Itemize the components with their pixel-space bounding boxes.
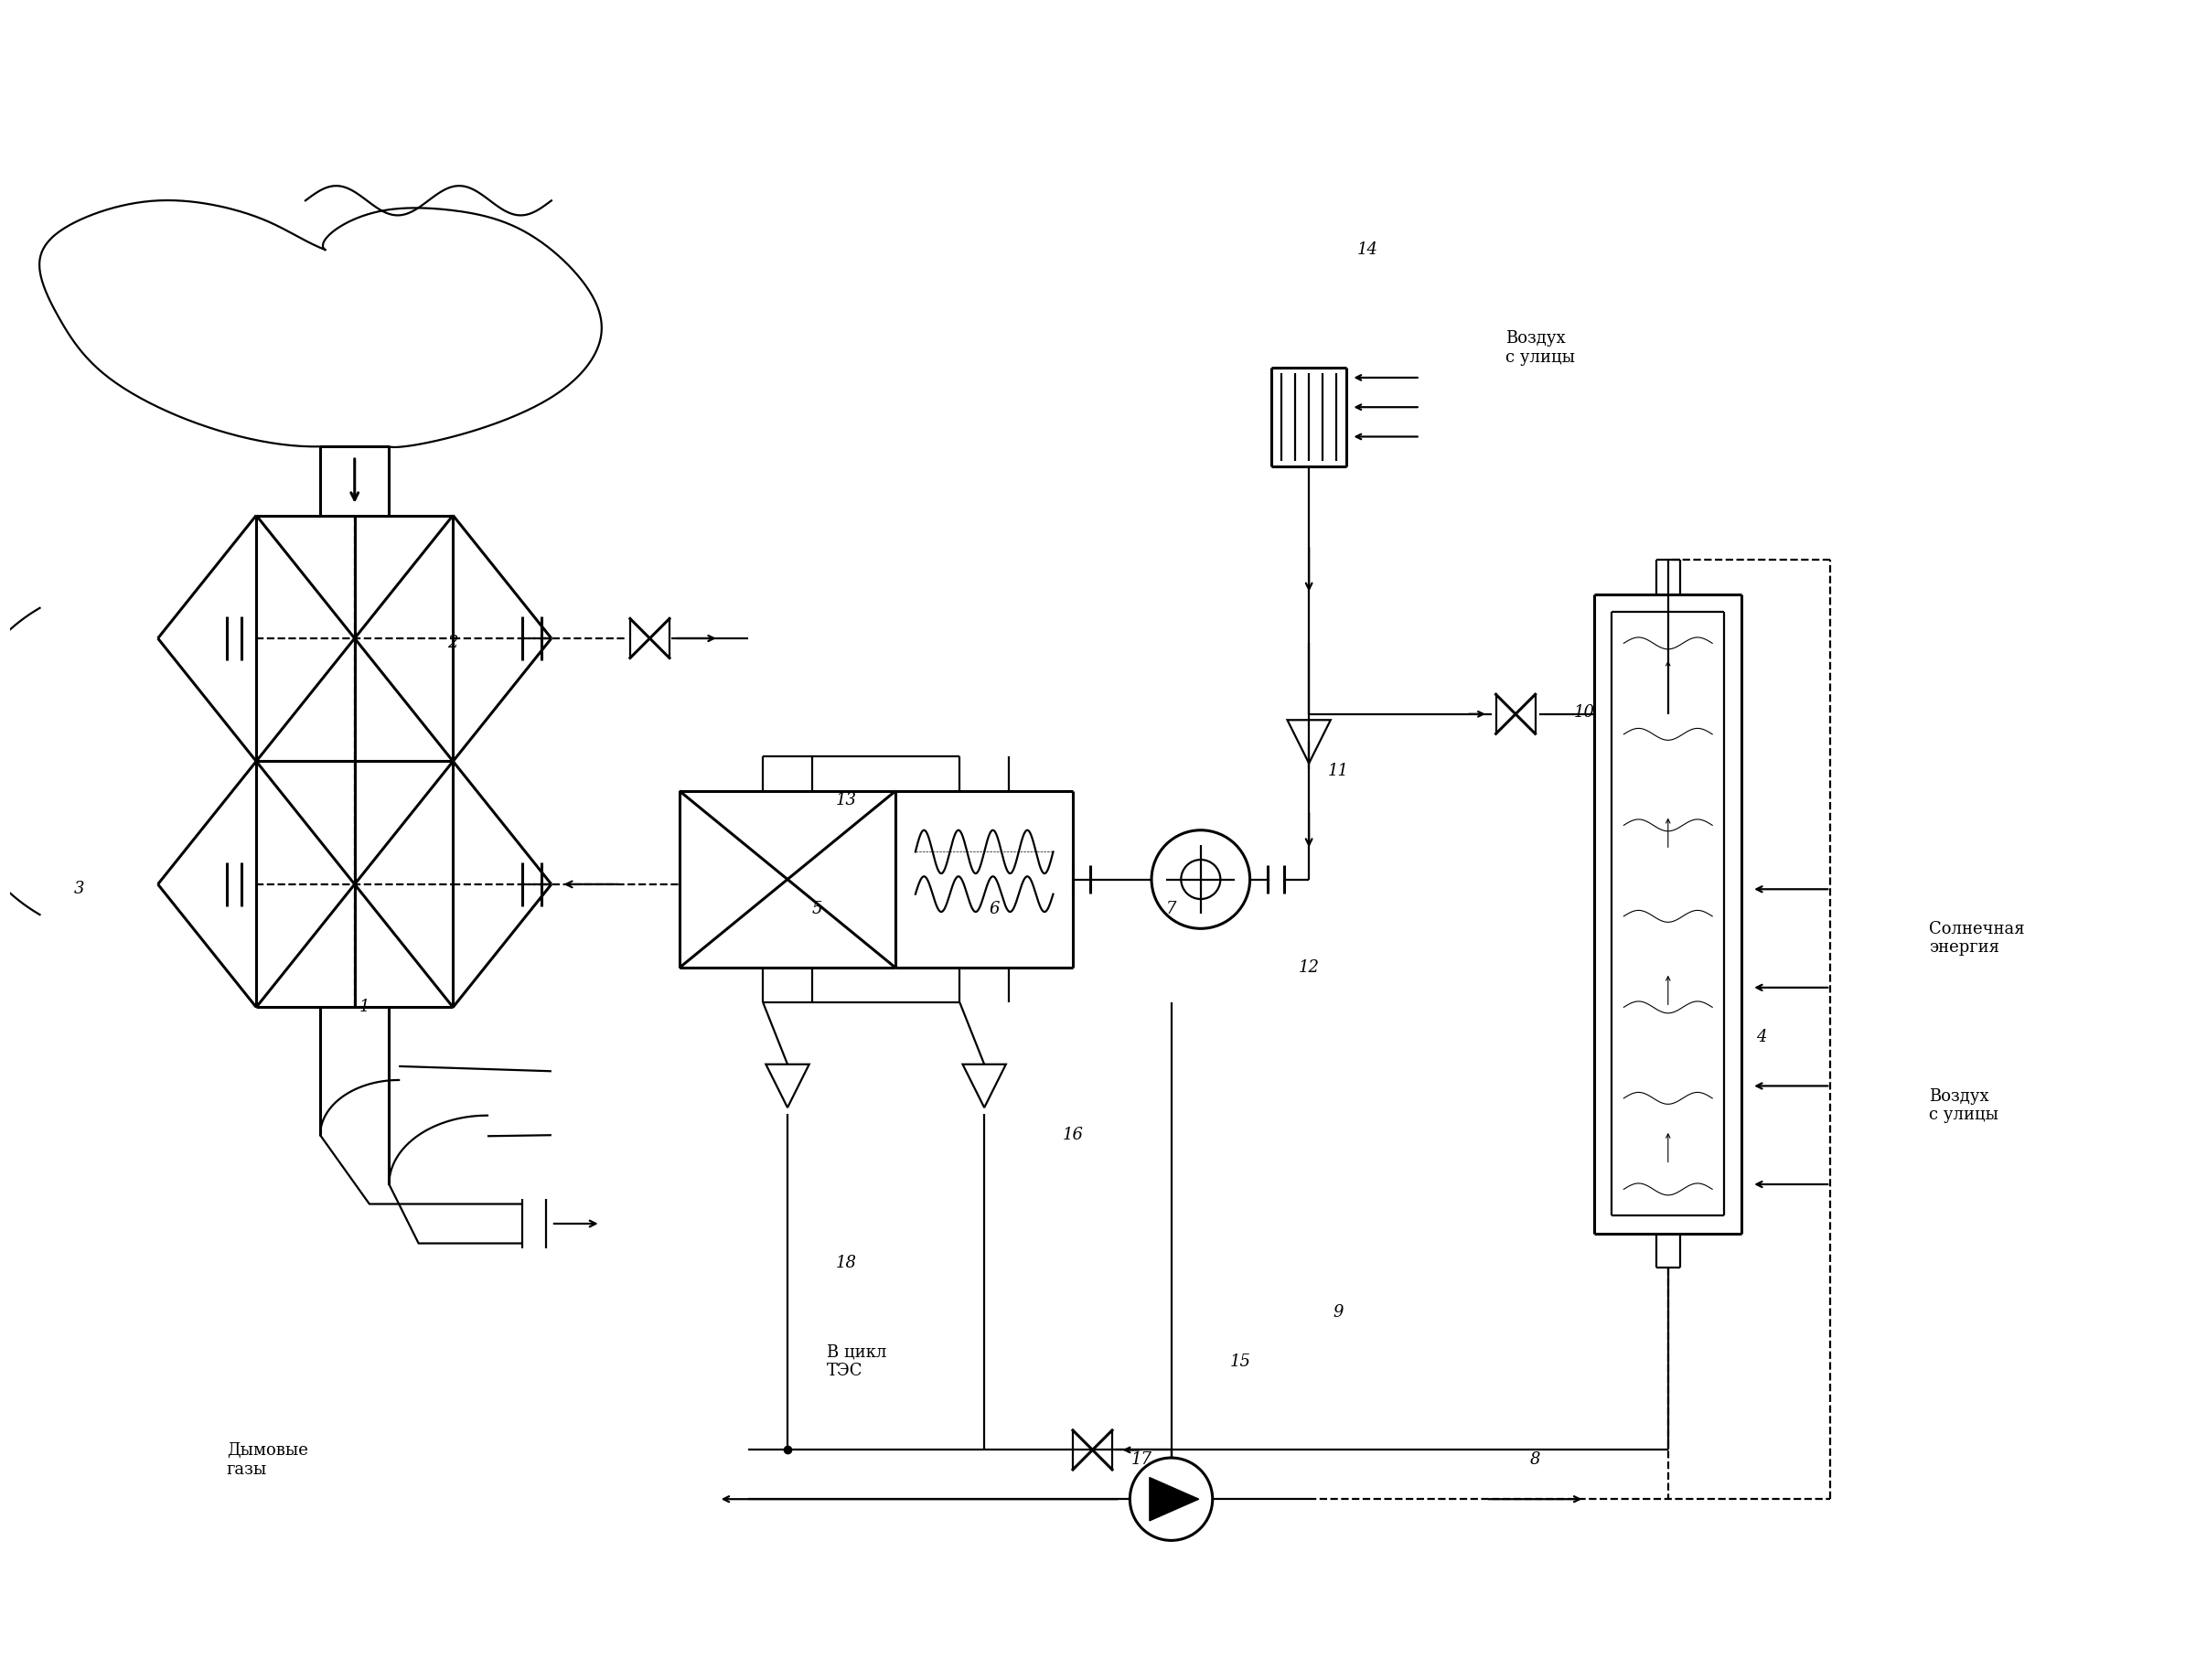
Text: 13: 13 xyxy=(837,793,857,808)
Text: 3: 3 xyxy=(74,880,85,897)
Text: Воздух
с улицы: Воздух с улицы xyxy=(1505,331,1575,366)
Text: 4: 4 xyxy=(1757,1028,1768,1045)
Text: Солнечная
энергия: Солнечная энергия xyxy=(1929,921,2025,956)
Text: 12: 12 xyxy=(1298,959,1320,976)
Text: Дымовые
газы: Дымовые газы xyxy=(227,1441,308,1477)
Text: 6: 6 xyxy=(990,900,999,917)
Text: 14: 14 xyxy=(1357,242,1379,259)
Text: 7: 7 xyxy=(1167,900,1176,917)
Text: 10: 10 xyxy=(1573,704,1595,721)
Text: 16: 16 xyxy=(1062,1127,1084,1144)
Text: В цикл
ТЭС: В цикл ТЭС xyxy=(826,1344,887,1379)
Text: Воздух
с улицы: Воздух с улицы xyxy=(1929,1089,1999,1124)
Polygon shape xyxy=(1149,1477,1200,1520)
Text: 5: 5 xyxy=(813,900,822,917)
Text: 18: 18 xyxy=(837,1255,857,1272)
Text: 15: 15 xyxy=(1230,1352,1250,1369)
Text: 1: 1 xyxy=(358,1000,369,1015)
Text: 17: 17 xyxy=(1132,1452,1151,1468)
Text: 8: 8 xyxy=(1530,1452,1540,1468)
Text: 9: 9 xyxy=(1333,1304,1344,1320)
Text: 11: 11 xyxy=(1328,763,1348,780)
Text: 2: 2 xyxy=(448,635,459,652)
